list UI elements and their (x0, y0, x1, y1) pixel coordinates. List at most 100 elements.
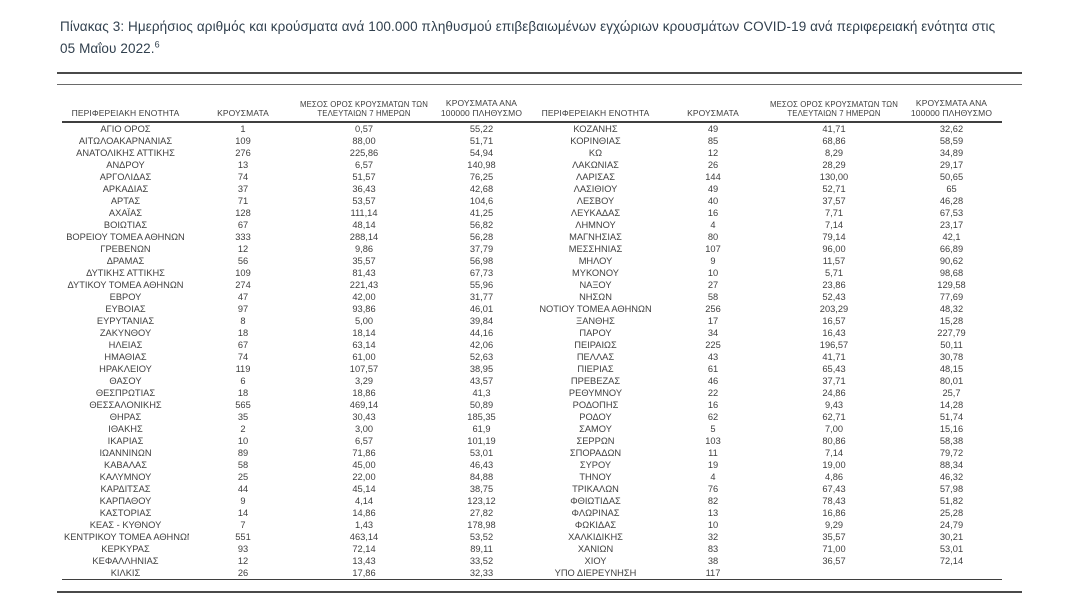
cell-per100k: 24,79 (939, 520, 964, 530)
cell-region: ΤΗΝΟΥ (579, 472, 612, 482)
cell-cases: 17 (707, 316, 719, 326)
cell-per100k: 88,34 (939, 460, 964, 470)
table-row: ΛΕΣΒΟΥ 40 37,57 46,28 (532, 195, 1002, 207)
cell-cases: 19 (707, 460, 719, 470)
cell-cases: 85 (707, 136, 719, 146)
table-row: ΣΕΡΡΩΝ 103 80,86 58,38 (532, 435, 1002, 447)
cell-avg7: 24,86 (822, 388, 846, 398)
table-row: ΛΗΜΝΟΥ 4 7,14 23,17 (532, 219, 1002, 231)
cell-cases: 56 (237, 256, 249, 266)
table-row: ΜΕΣΣΗΝΙΑΣ 107 96,00 66,89 (532, 243, 1002, 255)
cell-per100k: 90,62 (939, 256, 964, 266)
cell-avg7 (767, 567, 901, 580)
cell-region: ΝΗΣΩΝ (579, 292, 612, 302)
cell-per100k: 84,88 (469, 472, 494, 482)
cell-per100k: 48,32 (939, 304, 964, 314)
cell-avg7: 45,14 (352, 484, 376, 494)
table-body-right: ΚΟΖΑΝΗΣ 49 41,71 32,62 ΚΟΡΙΝΘΙΑΣ 85 68,86 58,59… (532, 122, 1002, 580)
cell-avg7: 52,71 (822, 184, 846, 194)
cell-per100k: 89,11 (470, 544, 493, 554)
cell-per100k: 129,58 (937, 280, 966, 290)
table-row: ΛΕΥΚΑΔΑΣ 16 7,71 67,53 (532, 207, 1002, 219)
cell-cases: 83 (707, 544, 719, 554)
footnote-reference: 6 (154, 39, 160, 50)
table-row: ΕΥΒΟΙΑΣ 97 93,86 46,01 (62, 303, 532, 315)
table-row: ΜΑΓΝΗΣΙΑΣ 80 79,14 42,1 (532, 231, 1002, 243)
table-row: ΕΥΡΥΤΑΝΙΑΣ 8 5,00 39,84 (62, 315, 532, 327)
cell-per100k: 48,15 (939, 364, 964, 374)
cell-avg7: 6,57 (354, 160, 374, 170)
cell-per100k: 55,96 (469, 280, 494, 290)
cell-avg7: 7,14 (824, 220, 844, 230)
cell-per100k: 58,38 (939, 436, 964, 446)
cell-avg7: 1,43 (354, 520, 374, 530)
cell-cases: 44 (237, 484, 249, 494)
cell-avg7: 63,14 (352, 340, 376, 350)
cell-per100k: 25,28 (939, 508, 964, 518)
table-row: ΘΕΣΣΑΛΟΝΙΚΗΣ 565 469,14 50,89 (62, 399, 532, 411)
cell-region: ΝΟΤΙΟΥ ΤΟΜΕΑ ΑΘΗΝΩΝ (539, 304, 652, 314)
cell-per100k: 178,98 (467, 520, 496, 530)
cell-cases: 26 (189, 567, 297, 580)
cell-region: ΑΡΚΑΔΙΑΣ (102, 184, 149, 194)
header-region: ΠΕΡΙΦΕΡΕΙΑΚΗ ΕΝΟΤΗΤΑ (62, 95, 189, 123)
cell-region: ΙΩΑΝΝΙΝΩΝ (99, 448, 152, 458)
cell-region: ΚΑΡΠΑΘΟΥ (99, 496, 152, 506)
cell-region: ΣΕΡΡΩΝ (576, 436, 615, 446)
cell-per100k: 46,43 (469, 460, 494, 470)
cell-region: ΘΑΣΟΥ (109, 376, 142, 386)
cell-cases: 9 (240, 496, 246, 506)
cell-region: ΜΥΚΟΝΟΥ (572, 268, 619, 278)
cell-cases: 551 (235, 532, 251, 542)
table-row: ΘΗΡΑΣ 35 30,43 185,35 (62, 411, 532, 423)
cell-avg7: 41,71 (822, 124, 846, 134)
table-row: ΡΟΔΟΠΗΣ 16 9,43 14,28 (532, 399, 1002, 411)
table-row: ΜΥΚΟΝΟΥ 10 5,71 98,68 (532, 267, 1002, 279)
cell-per100k: 56,82 (469, 220, 494, 230)
cell-cases: 4 (710, 472, 716, 482)
table-row: ΑΓΙΟ ΟΡΟΣ 1 0,57 55,22 (62, 122, 532, 135)
cell-region: ΛΕΥΚΑΔΑΣ (570, 208, 621, 218)
divider-line (57, 84, 1022, 85)
cell-region: ΓΡΕΒΕΝΩΝ (100, 244, 151, 254)
cell-per100k: 76,25 (469, 172, 494, 182)
cell-avg7: 9,86 (354, 244, 374, 254)
table-row: ΑΙΤΩΛΟΑΚΑΡΝΑΝΙΑΣ 109 88,00 51,71 (62, 135, 532, 147)
cell-region: ΕΥΡΥΤΑΝΙΑΣ (96, 316, 155, 326)
cell-cases: 13 (707, 508, 719, 518)
cell-cases: 61 (707, 364, 719, 374)
cell-cases: 67 (237, 220, 249, 230)
cell-region: ΘΗΡΑΣ (109, 412, 142, 422)
cell-per100k: 53,52 (469, 532, 494, 542)
cell-cases: 2 (240, 424, 246, 434)
cell-cases: 103 (705, 436, 721, 446)
divider-line (57, 72, 1022, 74)
table-row: ΒΟΙΩΤΙΑΣ 67 48,14 56,82 (62, 219, 532, 231)
table-row: ΚΕΦΑΛΛΗΝΙΑΣ 12 13,43 33,52 (62, 555, 532, 567)
table-row: ΠΡΕΒΕΖΑΣ 46 37,71 80,01 (532, 375, 1002, 387)
table-row: ΣΑΜΟΥ 5 7,00 15,16 (532, 423, 1002, 435)
cell-region: ΚΟΡΙΝΘΙΑΣ (570, 136, 621, 146)
cell-per100k: 67,53 (939, 208, 964, 218)
cell-avg7: 19,00 (822, 460, 846, 470)
cell-per100k: 27,82 (469, 508, 494, 518)
cell-region: ΙΘΑΚΗΣ (108, 424, 143, 434)
cell-region: ΖΑΚΥΝΘΟΥ (99, 328, 152, 338)
cell-cases: 16 (707, 208, 719, 218)
cell-per100k: 77,69 (939, 292, 964, 302)
cell-cases: 276 (235, 148, 251, 158)
cell-cases: 89 (237, 448, 249, 458)
cell-cases: 10 (707, 268, 719, 278)
cell-cases: 109 (235, 136, 251, 146)
table-row: ΠΕΛΛΑΣ 43 41,71 30,78 (532, 351, 1002, 363)
cell-per100k: 56,28 (469, 232, 494, 242)
cell-cases: 22 (707, 388, 719, 398)
cell-avg7: 16,43 (822, 328, 846, 338)
table-row: ΗΜΑΘΙΑΣ 74 61,00 52,63 (62, 351, 532, 363)
divider-line (57, 591, 1022, 593)
cell-avg7: 16,57 (822, 316, 846, 326)
cell-region: ΚΑΛΥΜΝΟΥ (99, 472, 152, 482)
table-row: ΑΡΤΑΣ 71 53,57 104,6 (62, 195, 532, 207)
cell-avg7: 30,43 (352, 412, 376, 422)
